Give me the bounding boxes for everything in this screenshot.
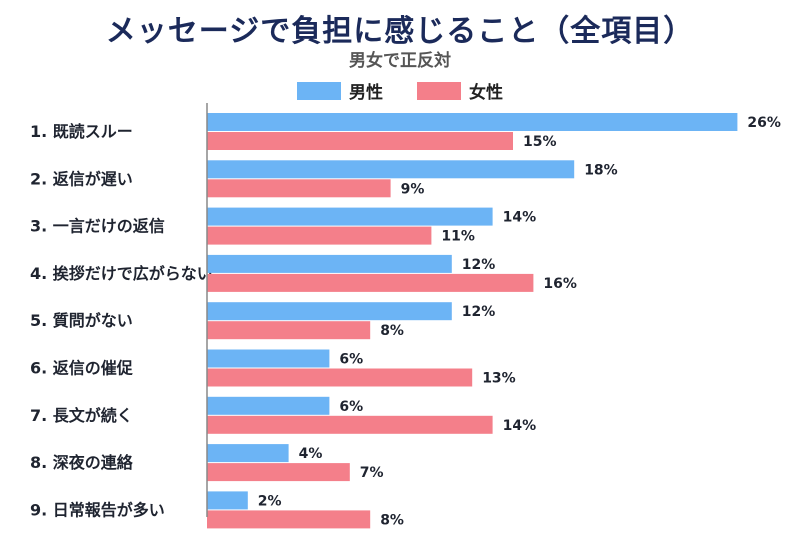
data-label: 8%	[380, 323, 404, 339]
data-label: 12%	[462, 304, 496, 320]
legend-item-female: 女性	[417, 78, 503, 103]
data-label: 12%	[462, 257, 496, 273]
data-label: 26%	[747, 115, 781, 131]
category-label: 3. 一言だけの返信	[30, 217, 165, 236]
data-label: 14%	[503, 210, 537, 226]
data-label: 9%	[401, 181, 425, 197]
data-label: 16%	[543, 276, 577, 292]
bar-female	[207, 321, 371, 340]
data-label: 8%	[380, 512, 404, 528]
legend: 男性 女性	[0, 78, 800, 103]
bar-male	[207, 491, 248, 510]
data-label: 7%	[360, 465, 384, 481]
data-label: 4%	[299, 446, 323, 462]
data-label: 14%	[503, 418, 537, 434]
bar-male	[207, 207, 493, 226]
category-label: 9. 日常報告が多い	[30, 500, 165, 519]
bar-male	[207, 349, 330, 368]
chart-subtitle: 男女で正反対	[349, 51, 451, 71]
category-label: 8. 深夜の連絡	[30, 453, 134, 472]
legend-item-male: 男性	[297, 78, 383, 103]
bar-female	[207, 415, 493, 434]
category-label: 6. 返信の催促	[30, 359, 134, 378]
data-label: 15%	[523, 134, 557, 150]
chart-title: メッセージで負担に感じること（全項目）	[105, 14, 695, 49]
bar-male	[207, 396, 330, 415]
bar-female	[207, 132, 513, 150]
bar-male	[207, 160, 575, 179]
bar-male	[207, 444, 289, 463]
data-label: 11%	[441, 229, 475, 245]
legend-swatch-female	[417, 81, 461, 100]
legend-label-male: 男性	[349, 83, 383, 103]
bar-male	[207, 254, 452, 273]
bar-female	[207, 179, 391, 198]
data-label: 6%	[339, 352, 363, 368]
bar-female	[207, 226, 432, 245]
category-label: 4. 挨拶だけで広がらない	[30, 264, 213, 283]
bar-male	[207, 302, 452, 321]
legend-swatch-male	[297, 81, 341, 100]
bar-female	[207, 273, 534, 292]
data-label: 13%	[482, 371, 516, 387]
category-label: 5. 質問がない	[30, 311, 133, 330]
bar-female	[207, 510, 371, 529]
category-label: 7. 長文が続く	[30, 406, 133, 425]
data-label: 6%	[339, 399, 363, 415]
bar-female	[207, 368, 473, 387]
legend-label-female: 女性	[469, 83, 503, 103]
data-label: 18%	[584, 162, 618, 178]
bar-male	[207, 113, 738, 131]
data-label: 2%	[258, 493, 282, 509]
bar-female	[207, 463, 350, 482]
category-label: 2. 返信が遅い	[30, 169, 133, 188]
category-label: 1. 既読スルー	[30, 122, 133, 141]
